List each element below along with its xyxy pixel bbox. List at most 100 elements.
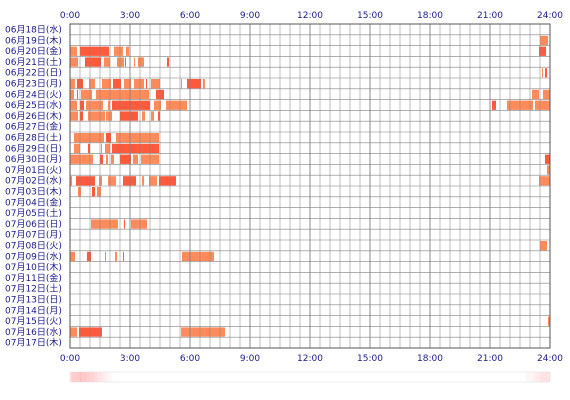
activity-bar bbox=[540, 241, 547, 251]
activity-bar bbox=[120, 154, 131, 164]
summary-cell bbox=[94, 372, 96, 382]
summary-cell bbox=[82, 372, 84, 382]
summary-cell bbox=[100, 372, 102, 382]
row-label: 07月07日(月) bbox=[5, 230, 62, 241]
activity-bar bbox=[545, 154, 550, 164]
summary-frame bbox=[69, 371, 551, 383]
x-tick-label-top: 6:00 bbox=[180, 11, 200, 21]
summary-cell bbox=[102, 372, 104, 382]
activity-bar bbox=[70, 251, 75, 262]
activity-bar bbox=[542, 68, 543, 78]
activity-bar bbox=[120, 111, 138, 121]
summary-cell bbox=[91, 372, 93, 382]
activity-bar bbox=[96, 89, 149, 100]
activity-bar bbox=[123, 176, 136, 186]
summary-cell bbox=[101, 372, 103, 382]
activity-bar bbox=[86, 100, 103, 110]
summary-cell bbox=[108, 372, 111, 382]
summary-cell bbox=[87, 372, 90, 382]
activity-bar bbox=[101, 143, 102, 154]
summary-cell bbox=[105, 372, 108, 382]
summary-cell bbox=[539, 372, 542, 382]
activity-bar bbox=[87, 251, 91, 262]
x-tick-label-bottom: 9:00 bbox=[240, 354, 260, 364]
summary-cell bbox=[537, 372, 540, 382]
row-label: 06月26日(木) bbox=[5, 110, 62, 122]
activity-bar bbox=[151, 79, 160, 89]
row-label: 07月02日(水) bbox=[5, 175, 62, 187]
summary-cell bbox=[78, 372, 81, 382]
activity-bar bbox=[112, 143, 159, 154]
activity-bar bbox=[124, 79, 131, 89]
x-tick-label-top: 9:00 bbox=[240, 11, 260, 21]
row-label: 06月19日(木) bbox=[5, 34, 62, 46]
summary-cell bbox=[534, 372, 536, 382]
activity-bar bbox=[131, 219, 147, 229]
activity-bar bbox=[159, 176, 176, 186]
activity-bar bbox=[70, 111, 78, 121]
summary-cell bbox=[75, 372, 77, 382]
activity-bar bbox=[113, 79, 121, 89]
activity-bar bbox=[540, 35, 548, 46]
activity-bar bbox=[70, 79, 75, 89]
activity-bar bbox=[79, 327, 102, 337]
row-label: 07月06日(日) bbox=[5, 219, 62, 230]
row-label: 07月12日(土) bbox=[5, 283, 62, 295]
activity-bar bbox=[105, 143, 110, 154]
activity-bar bbox=[115, 251, 117, 262]
activity-bar bbox=[74, 143, 80, 154]
activity-bar bbox=[142, 111, 145, 121]
summary-cell bbox=[536, 372, 539, 382]
summary-cell bbox=[90, 372, 92, 382]
row-label: 07月04日(金) bbox=[5, 196, 62, 208]
activity-bar bbox=[99, 176, 102, 186]
activity-bar bbox=[142, 176, 144, 186]
activity-bar bbox=[74, 133, 104, 143]
row-label: 07月16日(水) bbox=[5, 326, 62, 338]
activity-bar bbox=[187, 79, 201, 89]
row-label: 06月25日(水) bbox=[5, 99, 62, 111]
x-tick-label-bottom: 21:00 bbox=[477, 354, 503, 364]
activity-bar bbox=[548, 316, 550, 326]
row-label: 07月15日(火) bbox=[5, 316, 62, 327]
summary-cell bbox=[98, 372, 101, 382]
activity-bar bbox=[91, 219, 118, 229]
summary-cell bbox=[535, 372, 537, 382]
x-tick-label-bottom: 12:00 bbox=[297, 354, 323, 364]
activity-bar bbox=[89, 79, 95, 89]
summary-cell bbox=[85, 372, 88, 382]
activity-bar bbox=[70, 89, 74, 100]
activity-bar bbox=[133, 154, 138, 164]
activity-bar bbox=[125, 57, 126, 67]
summary-bar bbox=[69, 371, 551, 383]
activity-bar bbox=[111, 154, 114, 164]
activity-bar bbox=[80, 100, 84, 110]
row-label: 06月28日(土) bbox=[5, 132, 62, 144]
activity-bar bbox=[70, 57, 78, 67]
activity-bar bbox=[78, 187, 81, 197]
summary-cell bbox=[107, 372, 110, 382]
plot-frame bbox=[69, 23, 551, 349]
activity-bar bbox=[116, 133, 159, 143]
activity-bar bbox=[97, 187, 101, 197]
top-axis-ticks: 0:00 3:00 6:00 9:00 12:00 15:00 18:00 21:00 24:0… bbox=[60, 11, 563, 21]
summary-cell bbox=[529, 372, 532, 382]
summary-cell bbox=[93, 372, 95, 382]
summary-cell bbox=[533, 372, 535, 382]
row-label: 06月20日(金) bbox=[5, 45, 62, 57]
activity-bar bbox=[126, 46, 129, 56]
activity-bar bbox=[70, 327, 77, 337]
row-label: 06月23日(月) bbox=[5, 79, 62, 90]
grid-lines bbox=[69, 23, 551, 349]
summary-cell bbox=[528, 372, 531, 382]
summary-cell bbox=[88, 372, 91, 382]
activity-bar bbox=[76, 176, 95, 186]
summary-cell bbox=[547, 372, 550, 382]
summary-cell bbox=[71, 372, 73, 382]
summary-cell bbox=[525, 372, 527, 382]
summary-cell bbox=[97, 372, 100, 382]
activity-bar bbox=[117, 57, 124, 67]
row-labels: 06月18日(水)06月19日(木)06月20日(金)06月21日(土)06月2… bbox=[5, 24, 62, 349]
row-label: 07月01日(火) bbox=[5, 165, 62, 176]
summary-cell bbox=[110, 372, 112, 382]
